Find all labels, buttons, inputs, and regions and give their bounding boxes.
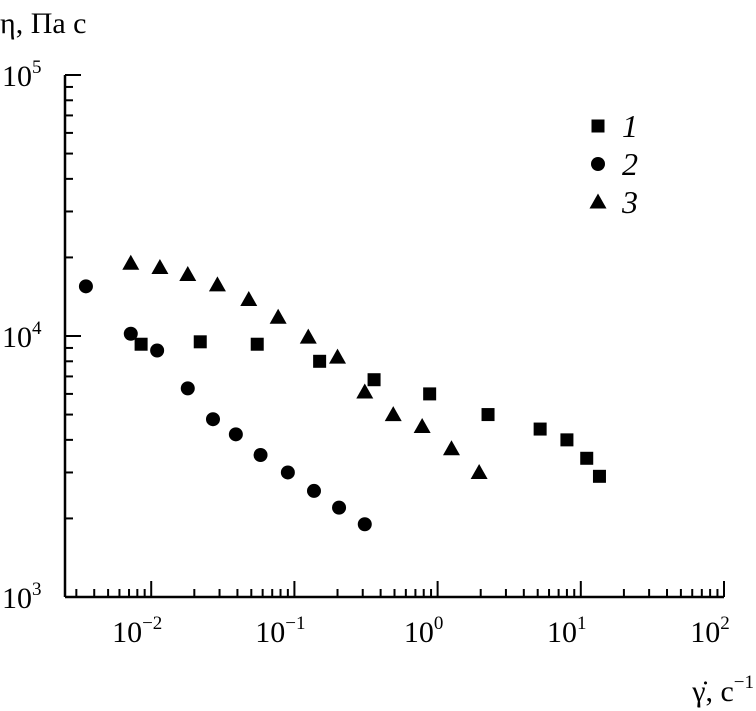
- series-1-point: [560, 433, 574, 447]
- data-points: [78, 254, 606, 532]
- series-2-point: [306, 483, 321, 498]
- series-2-point: [280, 465, 295, 480]
- series-3-point: [356, 383, 374, 399]
- series-2-point: [332, 500, 347, 515]
- series-3-point: [151, 259, 169, 275]
- x-tick-label: 102: [690, 613, 730, 649]
- series-2-point: [78, 279, 93, 294]
- y-axis-label: η, Па с: [0, 7, 86, 40]
- series-3-point: [179, 266, 197, 282]
- series-3-point: [384, 406, 402, 422]
- series-1-point: [193, 335, 207, 349]
- x-axis-label: γ̇, с−1: [691, 672, 754, 708]
- ticks: 10−2 10−1 100 101 102 103 104 105: [2, 57, 730, 649]
- series-3-point: [208, 276, 226, 292]
- x-tick-label: 100: [404, 613, 444, 649]
- legend-label-1: 1: [622, 108, 638, 144]
- series-2-point: [150, 343, 165, 358]
- series-2-point: [228, 427, 243, 442]
- x-tick-label: 101: [547, 613, 587, 649]
- legend: 123: [589, 108, 638, 220]
- y-tick-label: 105: [2, 57, 42, 93]
- series-3-point: [329, 348, 347, 364]
- y-tick-label: 104: [2, 318, 42, 354]
- series-3-point: [470, 463, 488, 479]
- x-axis-label-exponent: −1: [734, 672, 754, 693]
- x-axis-label-text: γ̇, с: [691, 675, 734, 708]
- series-1-point: [533, 422, 547, 436]
- legend-marker-1: [591, 119, 605, 133]
- series-1-point: [592, 469, 606, 483]
- series-1-point: [367, 373, 381, 387]
- series-1-point: [423, 387, 437, 401]
- x-tick-label: 10−1: [255, 613, 305, 649]
- series-3-point: [299, 328, 317, 344]
- legend-label-3: 3: [621, 184, 638, 220]
- x-tick-label: 10−2: [112, 613, 162, 649]
- series-3-point: [269, 308, 287, 324]
- series-1-point: [313, 354, 327, 368]
- series-2-point: [253, 447, 268, 462]
- legend-label-2: 2: [622, 146, 638, 182]
- series-3-point: [240, 290, 258, 306]
- series-1-point: [134, 337, 148, 351]
- series-3-point: [413, 418, 431, 434]
- legend-marker-3: [589, 193, 607, 209]
- series-2-point: [357, 517, 372, 532]
- legend-marker-2: [591, 157, 605, 171]
- series-1-point: [250, 337, 264, 351]
- y-tick-label: 103: [2, 579, 42, 615]
- series-1-point: [481, 408, 495, 422]
- series-3-point: [442, 440, 460, 456]
- series-2-point: [180, 381, 195, 396]
- series-2-point: [205, 412, 220, 427]
- series-2-point: [123, 326, 138, 341]
- series-1-point: [580, 451, 594, 465]
- series-3-point: [122, 254, 140, 270]
